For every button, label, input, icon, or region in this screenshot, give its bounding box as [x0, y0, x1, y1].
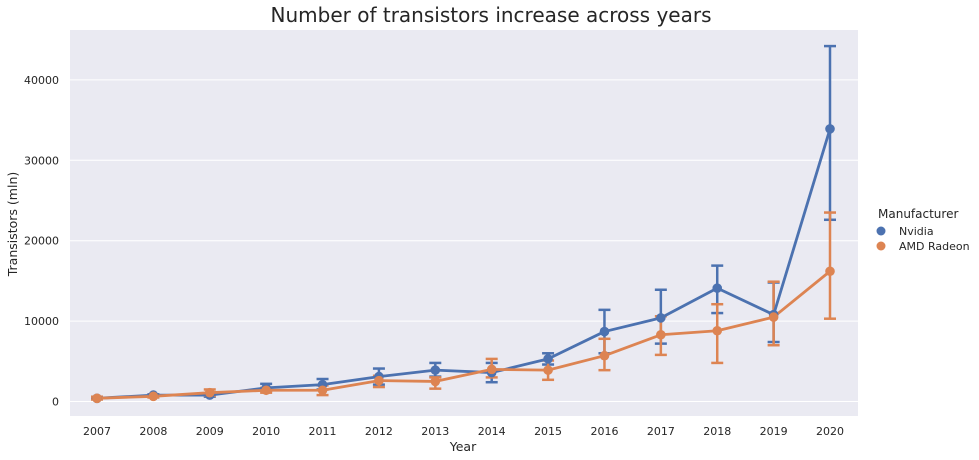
- data-point-amd-radeon-2015: [543, 365, 553, 375]
- x-tick-label-2018: 2018: [703, 425, 731, 438]
- x-tick-label-2012: 2012: [365, 425, 393, 438]
- legend-label-nvidia: Nvidia: [899, 225, 934, 238]
- x-tick-label-2016: 2016: [590, 425, 618, 438]
- data-point-nvidia-2017: [656, 313, 666, 323]
- data-point-nvidia-2018: [712, 283, 723, 293]
- y-tick-label-40000: 40000: [24, 74, 59, 87]
- plot-background: [70, 30, 858, 416]
- y-axis-title: Transistors (mln): [5, 172, 20, 278]
- data-point-amd-radeon-2018: [712, 325, 723, 336]
- chart-title: Number of transistors increase across ye…: [271, 3, 712, 27]
- x-tick-label-2009: 2009: [196, 425, 224, 438]
- legend-title: Manufacturer: [878, 207, 958, 221]
- data-point-nvidia-2016: [599, 326, 610, 337]
- data-point-amd-radeon-2019: [768, 312, 779, 322]
- series-lines: [96, 128, 832, 400]
- data-point-amd-radeon-2016: [599, 350, 610, 361]
- data-points: [92, 124, 835, 404]
- x-tick-label-2007: 2007: [83, 425, 111, 438]
- y-tick-label-30000: 30000: [24, 154, 59, 167]
- data-point-amd-radeon-2008: [148, 391, 159, 402]
- data-point-amd-radeon-2020: [825, 266, 835, 277]
- legend-marker-amd-radeon: [876, 241, 886, 251]
- y-tick-label-20000: 20000: [24, 235, 59, 248]
- y-tick-label-10000: 10000: [24, 315, 59, 328]
- x-tick-label-2017: 2017: [647, 425, 675, 438]
- x-tick-labels: 2007 2008 2009 2010 2011 2012 2013 2014 2015 2016…: [83, 425, 844, 438]
- data-point-nvidia-2015: [543, 354, 553, 364]
- y-tick-label-0: 0: [52, 396, 59, 409]
- legend-label-amd-radeon: AMD Radeon: [899, 240, 970, 253]
- data-point-nvidia-2013: [430, 365, 441, 375]
- x-tick-label-2008: 2008: [139, 425, 167, 438]
- legend: Manufacturer Nvidia AMD Radeon: [876, 207, 970, 253]
- x-tick-label-2010: 2010: [252, 425, 280, 438]
- data-point-amd-radeon-2010: [261, 385, 271, 396]
- series-line-amd-radeon: [96, 270, 831, 400]
- data-point-amd-radeon-2013: [430, 376, 441, 387]
- data-point-amd-radeon-2012: [374, 375, 384, 386]
- y-tick-labels: 0 10000 20000 30000 40000: [24, 74, 59, 409]
- data-point-amd-radeon-2009: [204, 387, 215, 398]
- grid-lines: [70, 79, 858, 403]
- data-point-amd-radeon-2011: [317, 385, 328, 396]
- x-tick-label-2014: 2014: [478, 425, 506, 438]
- x-tick-label-2015: 2015: [534, 425, 562, 438]
- x-tick-label-2019: 2019: [760, 425, 788, 438]
- data-point-amd-radeon-2014: [486, 364, 497, 375]
- x-tick-label-2013: 2013: [421, 425, 449, 438]
- x-axis-title: Year: [449, 439, 477, 454]
- series-line-nvidia: [96, 128, 832, 400]
- data-point-amd-radeon-2017: [656, 329, 666, 340]
- x-tick-label-2011: 2011: [309, 425, 337, 438]
- legend-marker-nvidia: [876, 226, 886, 236]
- data-point-nvidia-2020: [825, 124, 835, 134]
- x-tick-label-2020: 2020: [816, 425, 844, 438]
- data-point-amd-radeon-2007: [92, 393, 102, 404]
